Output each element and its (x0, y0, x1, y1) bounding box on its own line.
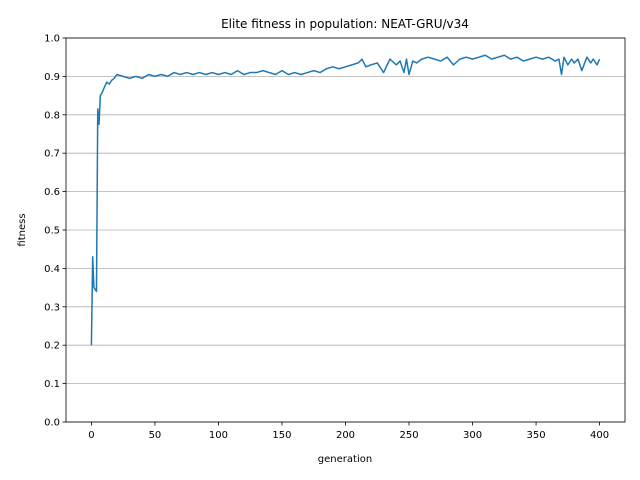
y-axis-ticks: 0.0 0.1 0.2 0.3 0.4 0.5 0.6 0.7 0.8 0.9 1.0 (44, 34, 66, 429)
y-tick-label: 0.6 (44, 187, 60, 198)
y-tick-label: 0.5 (44, 226, 60, 237)
x-tick-label: 150 (272, 430, 291, 441)
x-tick-label: 350 (527, 430, 546, 441)
y-tick-label: 0.0 (44, 418, 60, 429)
x-tick-label: 100 (209, 430, 228, 441)
y-tick-label: 0.8 (44, 110, 60, 121)
x-tick-label: 250 (399, 430, 418, 441)
x-axis-ticks: 0 50 100 150 200 250 300 350 400 (88, 422, 609, 441)
plot-series (90, 54, 601, 346)
x-tick-label: 400 (590, 430, 609, 441)
chart-title: Elite fitness in population: NEAT-GRU/v3… (221, 17, 469, 31)
y-tick-label: 0.3 (44, 302, 60, 313)
y-axis-title: fitness (17, 213, 28, 246)
y-tick-label: 0.7 (44, 149, 60, 160)
y-tick-label: 0.1 (44, 379, 60, 390)
x-tick-label: 50 (149, 430, 162, 441)
x-axis-title: generation (318, 454, 372, 465)
y-tick-label: 0.4 (44, 264, 60, 275)
x-tick-label: 0 (88, 430, 94, 441)
x-tick-label: 300 (463, 430, 482, 441)
y-tick-label: 0.2 (44, 341, 60, 352)
y-tick-label: 1.0 (44, 34, 60, 45)
y-tick-label: 0.9 (44, 72, 60, 83)
x-tick-label: 200 (336, 430, 355, 441)
series-line (90, 54, 601, 346)
